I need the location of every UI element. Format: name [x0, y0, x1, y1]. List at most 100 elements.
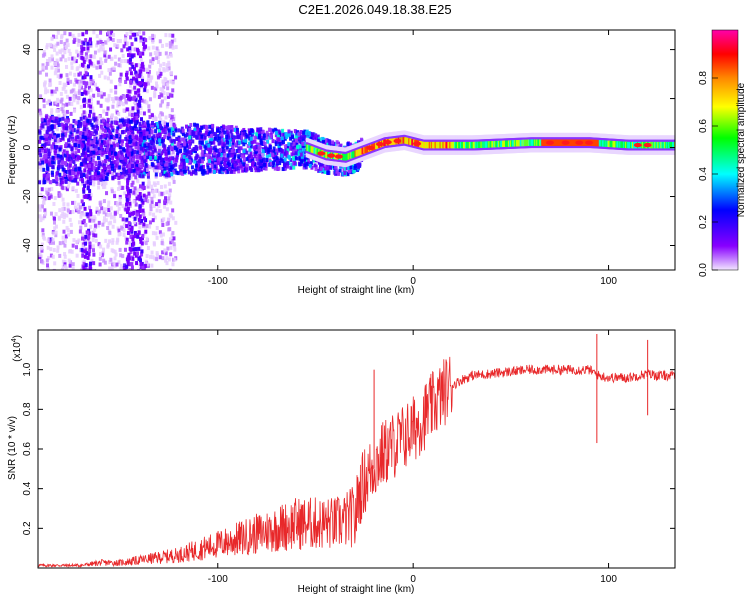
spectrogram-cell [158, 51, 162, 56]
spectrogram-cell [94, 169, 98, 174]
spectrogram-cell [347, 166, 351, 171]
spectrogram-cell [94, 172, 98, 177]
spectrogram-cell [137, 93, 141, 98]
spectrogram-cell [242, 162, 246, 167]
spectrogram-cell [88, 160, 92, 165]
spectrogram-cell [179, 171, 183, 176]
spectrogram-cell [174, 75, 178, 80]
spectrogram-cell [72, 59, 76, 64]
spectrogram-cell [176, 151, 180, 156]
spectrogram-cell [222, 149, 226, 154]
spectrogram-cell [162, 67, 166, 72]
spectrogram-cell [269, 128, 273, 133]
spectrogram-cell [77, 80, 81, 85]
spectrogram-cell [135, 115, 139, 120]
spectrogram-cell [43, 214, 47, 219]
spectrogram-cell [136, 145, 140, 150]
spectrogram-cell [91, 268, 95, 270]
spectrogram-cell [147, 178, 151, 183]
spectrogram-cell [46, 245, 50, 250]
spectrogram-cell [217, 126, 221, 131]
spectrogram-cell [159, 165, 163, 170]
spectrogram-cell [45, 45, 49, 50]
spectrogram-cell [86, 133, 90, 138]
spectrogram-cell [65, 102, 69, 107]
spectrogram-cell [343, 166, 347, 171]
spectrogram-cell [140, 146, 144, 151]
spectrogram-cell [281, 159, 285, 164]
spectrogram-cell [80, 199, 84, 204]
spectrogram-cell [129, 228, 133, 233]
spectrogram-cell [242, 149, 246, 154]
spectrogram-cell [142, 132, 146, 137]
spectrogram-cell [124, 176, 128, 181]
spectrogram-cell [160, 171, 164, 176]
spectrogram-cell [245, 134, 249, 139]
spectrogram-cell [86, 46, 90, 51]
spectrogram-cell [356, 165, 360, 170]
spectrogram-cell [86, 230, 90, 235]
spectrogram-cell [120, 139, 124, 144]
spectrogram-cell [257, 135, 261, 140]
spectrogram-cell [160, 139, 164, 144]
spectrogram-cell [168, 227, 172, 232]
spectrogram-cell [84, 263, 88, 268]
spectrogram-cell [76, 134, 80, 139]
spectrogram-cell [137, 194, 141, 199]
spectrogram-cell [147, 148, 151, 153]
spectrogram-cell [56, 41, 60, 46]
spectrogram-cell [194, 168, 198, 173]
spectrogram-cell [163, 184, 167, 189]
spectrogram-cell [95, 124, 99, 129]
spectrogram-cell [268, 150, 272, 155]
spectrogram-cell [133, 85, 137, 90]
spectrogram-cell [296, 130, 300, 135]
spectrogram-cell [82, 59, 86, 64]
spectrogram-cell [156, 59, 160, 64]
spectrogram-cell [106, 76, 110, 81]
spectrogram-cell [234, 125, 238, 130]
spectrogram-cell [334, 171, 338, 176]
spectrogram-cell [62, 215, 66, 220]
spectrogram-cell [88, 170, 92, 175]
spectrogram-cell [303, 157, 307, 162]
spectrogram-cell [103, 175, 107, 180]
spectrogram-cell [260, 158, 264, 163]
spectrogram-cell [232, 167, 236, 172]
spectrogram-cell [255, 157, 259, 162]
spectrogram-cell [77, 89, 81, 94]
spectrogram-cell [68, 161, 72, 166]
spectrogram-cell [173, 124, 177, 129]
spectrogram-cell [133, 95, 137, 100]
spectrogram-cell [223, 165, 227, 170]
spectrogram-cell [96, 155, 100, 160]
spectrogram-cell [69, 229, 73, 234]
spectrogram-cell [131, 96, 135, 101]
spectrogram-cell [232, 138, 236, 143]
spectrogram-cell [360, 137, 364, 142]
spectrogram-cell [122, 222, 126, 227]
spectrogram-cell [194, 130, 198, 135]
spectrogram-cell [201, 149, 205, 154]
spectrogram-cell [54, 118, 58, 123]
spectrogram-cell [134, 70, 138, 75]
spectrogram-cell [185, 152, 189, 157]
spectrogram-cell [48, 118, 52, 123]
spectrogram-cell [151, 123, 155, 128]
spectrogram-cell [83, 151, 87, 156]
spectrogram-cell [74, 95, 78, 100]
spectrogram-cell [120, 161, 124, 166]
spectrogram-cell [236, 130, 240, 135]
spectrogram-cell [52, 231, 56, 236]
spectrogram-cell [178, 164, 182, 169]
spectrogram-cell [53, 226, 57, 231]
spectrogram-cell [89, 88, 93, 93]
spectrogram-cell [91, 237, 95, 242]
spectrogram-cell [103, 40, 107, 45]
spectrogram-cell [167, 257, 171, 262]
spectrogram-cell [91, 244, 95, 249]
spectrogram-cell [195, 153, 199, 158]
spectrogram-cell [310, 165, 314, 170]
spectrogram-cell [275, 164, 279, 169]
spectrogram-cell [125, 240, 129, 245]
